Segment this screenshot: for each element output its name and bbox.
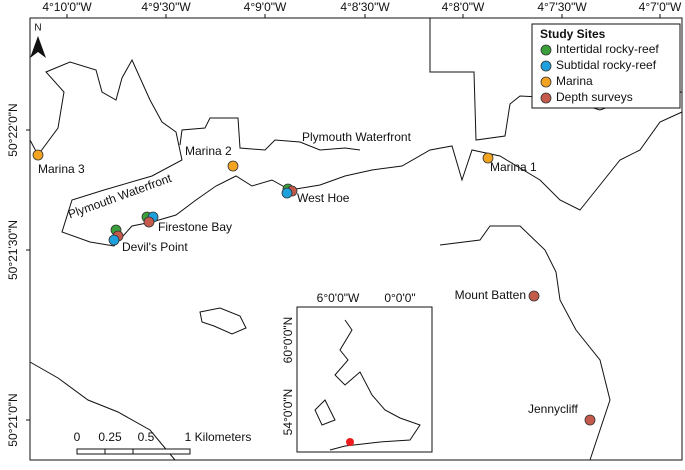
site-label: Mount Batten <box>455 288 526 302</box>
legend-marker <box>540 92 552 104</box>
latitude-label: 50°21'0"N <box>6 393 20 446</box>
longitude-label: 4°7'0"W <box>639 0 682 14</box>
site-marker <box>108 234 120 246</box>
longitude-label: 4°8'0"W <box>442 0 485 14</box>
site-label: Marina 3 <box>38 162 85 176</box>
site-label: Marina 1 <box>490 160 537 174</box>
inset-location-marker <box>346 438 354 446</box>
legend-marker <box>540 76 552 88</box>
area-label: Plymouth Waterfront <box>302 130 412 144</box>
site-marker <box>227 160 239 172</box>
longitude-label: 4°7'30"W <box>537 0 587 14</box>
legend-label: Depth surveys <box>556 90 633 104</box>
legend-box <box>531 23 681 109</box>
inset <box>296 306 433 453</box>
inset-frame <box>296 306 433 453</box>
latitude-label: 50°21'30"N <box>6 220 20 280</box>
legend-marker <box>540 44 552 56</box>
site-marker <box>482 152 494 164</box>
site-label: West Hoe <box>297 191 350 205</box>
legend-label: Marina <box>556 74 593 88</box>
site-marker <box>32 149 44 161</box>
site-marker <box>528 290 540 302</box>
north-label: N <box>34 23 41 34</box>
inset-coast <box>314 319 421 451</box>
legend-marker <box>540 60 552 72</box>
scale-label: 0.25 <box>98 430 122 444</box>
longitude-label: 4°9'30"W <box>141 0 191 14</box>
inset-latitude-label: 54°0'0"N <box>281 389 295 436</box>
latitude-label: 50°22'0"N <box>6 103 20 156</box>
site-label: Devil's Point <box>122 240 188 254</box>
legend: Study Sites <box>531 23 681 109</box>
coastline <box>29 18 683 461</box>
scale-label: 0 <box>74 430 81 444</box>
inset-longitude-label: 0°0'0" <box>384 291 415 305</box>
north-arrow-icon <box>30 36 46 58</box>
longitude-label: 4°10'0"W <box>42 0 92 14</box>
longitude-label: 4°8'30"W <box>340 0 390 14</box>
north-arrow: N <box>30 23 46 58</box>
legend-label: Subtidal rocky-reef <box>556 58 657 72</box>
scale-label: 0.5 <box>138 430 155 444</box>
site-label: Marina 2 <box>185 144 232 158</box>
scale-bar <box>76 448 191 455</box>
site-marker <box>584 414 596 426</box>
site-marker <box>143 216 155 228</box>
legend-label: Intertidal rocky-reef <box>556 42 659 56</box>
inset-latitude-label: 60°0'0"N <box>281 317 295 364</box>
site-label: Firestone Bay <box>158 220 232 234</box>
site-marker <box>281 187 293 199</box>
longitude-label: 4°9'0"W <box>244 0 287 14</box>
legend-title: Study Sites <box>540 27 606 41</box>
inset-longitude-label: 6°0'0"W <box>317 291 360 305</box>
site-label: Jennycliff <box>528 402 578 416</box>
scale-unit: 1 Kilometers <box>185 430 252 444</box>
